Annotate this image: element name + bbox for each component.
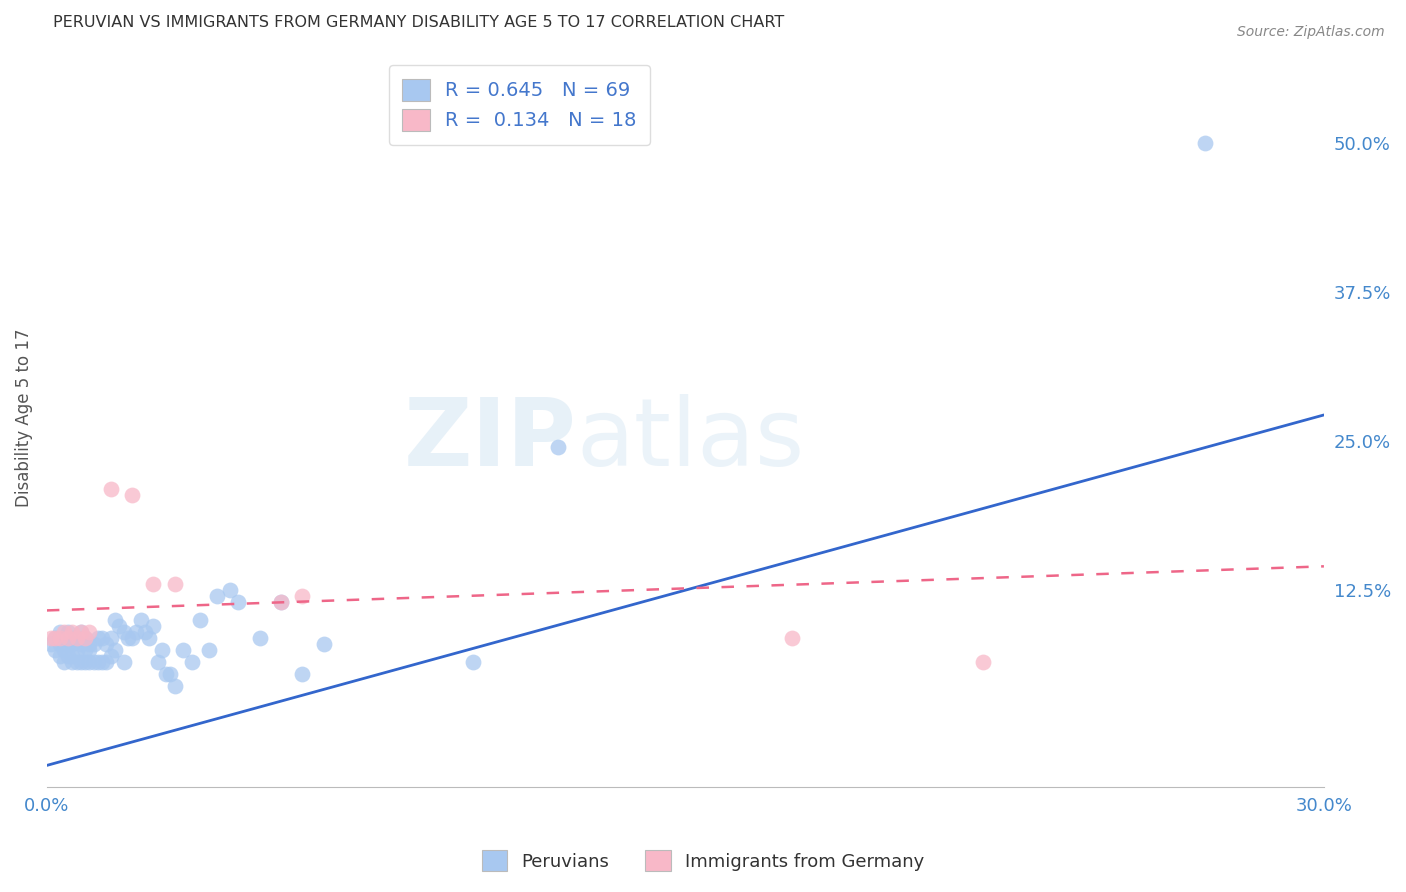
- Point: [52, 655, 75, 669]
- Point: [39, 637, 62, 651]
- Point: [75, 631, 97, 645]
- Point: [56, 648, 79, 663]
- Point: [129, 613, 152, 627]
- Point: [75, 631, 97, 645]
- Point: [96, 655, 118, 669]
- Point: [56, 631, 79, 645]
- Point: [70, 624, 93, 639]
- Point: [91, 655, 114, 669]
- Point: [52, 631, 75, 645]
- Point: [163, 679, 186, 693]
- Point: [52, 642, 75, 657]
- Point: [205, 589, 228, 603]
- Point: [219, 583, 242, 598]
- Point: [62, 655, 84, 669]
- Point: [197, 642, 219, 657]
- Point: [155, 666, 177, 681]
- Point: [1194, 136, 1216, 151]
- Point: [972, 655, 994, 669]
- Point: [70, 624, 93, 639]
- Text: Source: ZipAtlas.com: Source: ZipAtlas.com: [1237, 25, 1385, 39]
- Point: [104, 613, 127, 627]
- Point: [138, 631, 160, 645]
- Point: [44, 642, 66, 657]
- Point: [121, 488, 143, 502]
- Point: [44, 631, 66, 645]
- Point: [79, 655, 101, 669]
- Point: [83, 655, 105, 669]
- Point: [100, 648, 122, 663]
- Point: [44, 631, 66, 645]
- Point: [172, 642, 194, 657]
- Legend: R = 0.645   N = 69, R =  0.134   N = 18: R = 0.645 N = 69, R = 0.134 N = 18: [388, 65, 650, 145]
- Point: [291, 666, 314, 681]
- Point: [249, 631, 271, 645]
- Point: [62, 637, 84, 651]
- Point: [48, 648, 70, 663]
- Point: [134, 624, 156, 639]
- Point: [104, 642, 127, 657]
- Point: [62, 631, 84, 645]
- Point: [228, 595, 250, 609]
- Point: [48, 624, 70, 639]
- Point: [312, 637, 335, 651]
- Point: [79, 637, 101, 651]
- Point: [52, 624, 75, 639]
- Point: [108, 619, 131, 633]
- Point: [117, 631, 139, 645]
- Point: [66, 631, 89, 645]
- Point: [291, 589, 314, 603]
- Point: [79, 624, 101, 639]
- Point: [66, 631, 89, 645]
- Point: [112, 624, 135, 639]
- Point: [159, 666, 181, 681]
- Point: [270, 595, 292, 609]
- Text: ZIP: ZIP: [404, 393, 576, 485]
- Point: [87, 631, 110, 645]
- Point: [66, 655, 89, 669]
- Point: [100, 631, 122, 645]
- Point: [146, 655, 169, 669]
- Y-axis label: Disability Age 5 to 17: Disability Age 5 to 17: [15, 328, 32, 507]
- Point: [87, 655, 110, 669]
- Point: [83, 637, 105, 651]
- Point: [547, 440, 569, 454]
- Text: PERUVIAN VS IMMIGRANTS FROM GERMANY DISABILITY AGE 5 TO 17 CORRELATION CHART: PERUVIAN VS IMMIGRANTS FROM GERMANY DISA…: [53, 15, 785, 30]
- Point: [188, 613, 211, 627]
- Point: [96, 637, 118, 651]
- Point: [70, 637, 93, 651]
- Point: [180, 655, 202, 669]
- Point: [142, 577, 165, 591]
- Point: [48, 631, 70, 645]
- Point: [39, 631, 62, 645]
- Point: [62, 624, 84, 639]
- Point: [62, 648, 84, 663]
- Legend: Peruvians, Immigrants from Germany: Peruvians, Immigrants from Germany: [474, 843, 932, 879]
- Point: [56, 624, 79, 639]
- Point: [66, 642, 89, 657]
- Point: [75, 642, 97, 657]
- Point: [121, 631, 143, 645]
- Point: [125, 624, 148, 639]
- Point: [100, 482, 122, 496]
- Text: atlas: atlas: [576, 393, 806, 485]
- Point: [142, 619, 165, 633]
- Point: [56, 637, 79, 651]
- Point: [91, 631, 114, 645]
- Point: [270, 595, 292, 609]
- Point: [79, 642, 101, 657]
- Point: [70, 655, 93, 669]
- Point: [112, 655, 135, 669]
- Point: [150, 642, 173, 657]
- Point: [461, 655, 484, 669]
- Point: [48, 637, 70, 651]
- Point: [780, 631, 803, 645]
- Point: [163, 577, 186, 591]
- Point: [75, 655, 97, 669]
